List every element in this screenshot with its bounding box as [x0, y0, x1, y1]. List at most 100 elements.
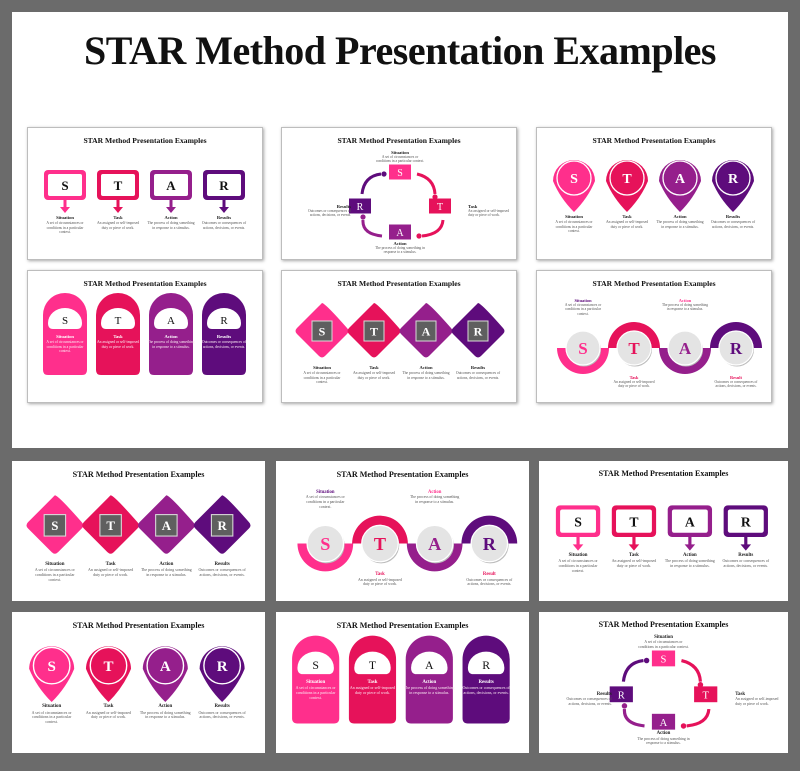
svg-text:R: R	[482, 658, 490, 672]
slide-thumbnail-wave[interactable]: STAR Method Presentation Examples S T A R Sit…	[276, 461, 529, 601]
slide-title: STAR Method Presentation Examples	[336, 469, 469, 479]
step-label: Situation	[306, 679, 326, 685]
step-label: Task	[105, 561, 116, 567]
cycle-arrow-icon	[621, 657, 650, 682]
svg-text:A: A	[425, 658, 434, 672]
slide-thumbnail-cycle[interactable]: STAR Method Presentation Examples S T A R Sit…	[539, 612, 788, 753]
wave-description: A set of circumstances or conditions in …	[305, 495, 345, 509]
map-pin-icon: S	[29, 646, 75, 703]
callout-box-icon: T	[611, 505, 657, 551]
rounded-tag-icon: T	[96, 293, 140, 375]
wave-description: A set of circumstances or conditions in …	[564, 303, 602, 316]
svg-text:R: R	[217, 659, 228, 675]
svg-text:R: R	[483, 534, 497, 554]
step-label: Action	[673, 214, 687, 219]
step-description: A set of circumstances or conditions in …	[375, 155, 425, 164]
cycle-box-icon: A	[651, 713, 676, 730]
svg-text:R: R	[728, 172, 739, 187]
slide-thumbnail-callout-boxes[interactable]: STAR Method Presentation Examples S T A R Sit…	[539, 461, 788, 601]
wave-circle-icon: A	[415, 524, 454, 564]
slide-thumbnail-callout-boxes[interactable]: STAR Method Presentation Examples S T A R Sit…	[27, 127, 263, 260]
diamond-icon: T	[347, 303, 401, 358]
wave-label: Task	[629, 375, 639, 380]
wave-circle-icon: T	[361, 524, 400, 564]
step-description: Outcomes or consequences of actions, dec…	[462, 684, 510, 695]
map-pin-icon: S	[553, 160, 595, 212]
step-label: Situation	[45, 561, 65, 567]
callout-box-icon: A	[667, 505, 713, 551]
step-description: A set of circumstances or conditions in …	[295, 684, 336, 700]
step-description: An assigned or self-imposed duty or piec…	[468, 209, 510, 218]
step-label: Results	[596, 692, 612, 698]
svg-text:T: T	[115, 315, 122, 327]
slide-thumbnail-cycle[interactable]: STAR Method Presentation Examples S T A R Sit…	[281, 127, 517, 260]
step-description: The process of doing something in respon…	[402, 371, 450, 380]
step-label: Task	[367, 679, 378, 685]
svg-text:R: R	[219, 178, 229, 193]
callout-box-icon: T	[97, 170, 139, 213]
wave-circle-icon: R	[718, 330, 754, 367]
diamond-icon: T	[82, 495, 140, 554]
slide-title: STAR Method Presentation Examples	[83, 279, 207, 288]
slide-thumbnail-diamonds[interactable]: STAR Method Presentation Examples S T A R Sit…	[12, 461, 265, 601]
map-pin-icon: A	[142, 646, 188, 703]
wave-label: Result	[730, 375, 742, 380]
cycle-box-icon: S	[651, 650, 676, 667]
step-description: An assigned or self-imposed duty or piec…	[96, 221, 140, 230]
step-label: Results	[214, 561, 230, 567]
slide-title: STAR Method Presentation Examples	[72, 469, 205, 479]
step-description: An assigned or self-imposed duty or piec…	[88, 567, 134, 578]
cycle-arrow-icon	[681, 658, 704, 688]
step-description: Outcomes or consequences of actions, dec…	[201, 221, 247, 230]
slide-thumbnail-pins[interactable]: STAR Method Presentation Examples S T A R Sit…	[536, 127, 772, 260]
step-description: An assigned or self-imposed duty or piec…	[85, 709, 132, 720]
svg-text:S: S	[397, 168, 403, 179]
wave-description: An assigned or self-imposed duty or piec…	[613, 380, 655, 389]
diamond-icon: A	[399, 303, 453, 358]
cycle-arrow-icon	[416, 219, 445, 239]
svg-text:R: R	[217, 519, 227, 533]
step-description: Outcomes or consequences of actions, dec…	[201, 340, 247, 349]
step-label: Results	[725, 214, 741, 219]
slide-thumbnail-wave[interactable]: STAR Method Presentation Examples S T A R Sit…	[536, 270, 772, 403]
rounded-tag-icon: S	[292, 635, 340, 724]
callout-box-icon: R	[203, 170, 245, 213]
step-description: A set of circumstances or conditions in …	[46, 340, 84, 353]
wave-label: Action	[678, 298, 692, 303]
slide-thumbnail-pins[interactable]: STAR Method Presentation Examples S T A R Sit…	[12, 612, 265, 753]
svg-text:A: A	[162, 519, 172, 533]
slide-title: STAR Method Presentation Examples	[592, 279, 716, 288]
map-pin-icon: A	[659, 160, 701, 212]
map-pin-icon: T	[85, 646, 131, 703]
slide-thumbnail-diamonds[interactable]: STAR Method Presentation Examples S T A R Sit…	[281, 270, 517, 403]
rounded-tag-icon: R	[462, 635, 510, 724]
step-description: A set of circumstances or conditions in …	[558, 559, 598, 573]
callout-box-icon: R	[723, 505, 768, 551]
step-label: Action	[159, 561, 174, 567]
svg-text:S: S	[661, 655, 667, 666]
step-label: Results	[216, 334, 232, 339]
svg-text:T: T	[114, 178, 123, 193]
cycle-arrow-icon	[680, 708, 711, 729]
step-description: A set of circumstances or conditions in …	[31, 709, 72, 725]
slide-thumbnail-tags[interactable]: STAR Method Presentation Examples S T A R Sit…	[27, 270, 263, 403]
step-description: Outcomes or consequences of actions, dec…	[722, 559, 770, 568]
svg-text:A: A	[679, 339, 692, 358]
step-label: Situation	[42, 704, 62, 710]
slide-thumbnail-tags[interactable]: STAR Method Presentation Examples S T A R Sit…	[276, 612, 529, 753]
step-description: A set of circumstances or conditions in …	[303, 371, 341, 384]
wave-circle-icon: R	[470, 524, 509, 564]
step-label: Action	[656, 731, 671, 737]
svg-text:A: A	[675, 172, 686, 187]
svg-text:A: A	[428, 534, 442, 554]
step-description: A set of circumstances or conditions in …	[555, 220, 593, 233]
cycle-box-icon: R	[609, 686, 633, 703]
svg-text:T: T	[629, 514, 638, 529]
rounded-tag-icon: R	[202, 293, 246, 375]
svg-text:S: S	[320, 534, 330, 554]
